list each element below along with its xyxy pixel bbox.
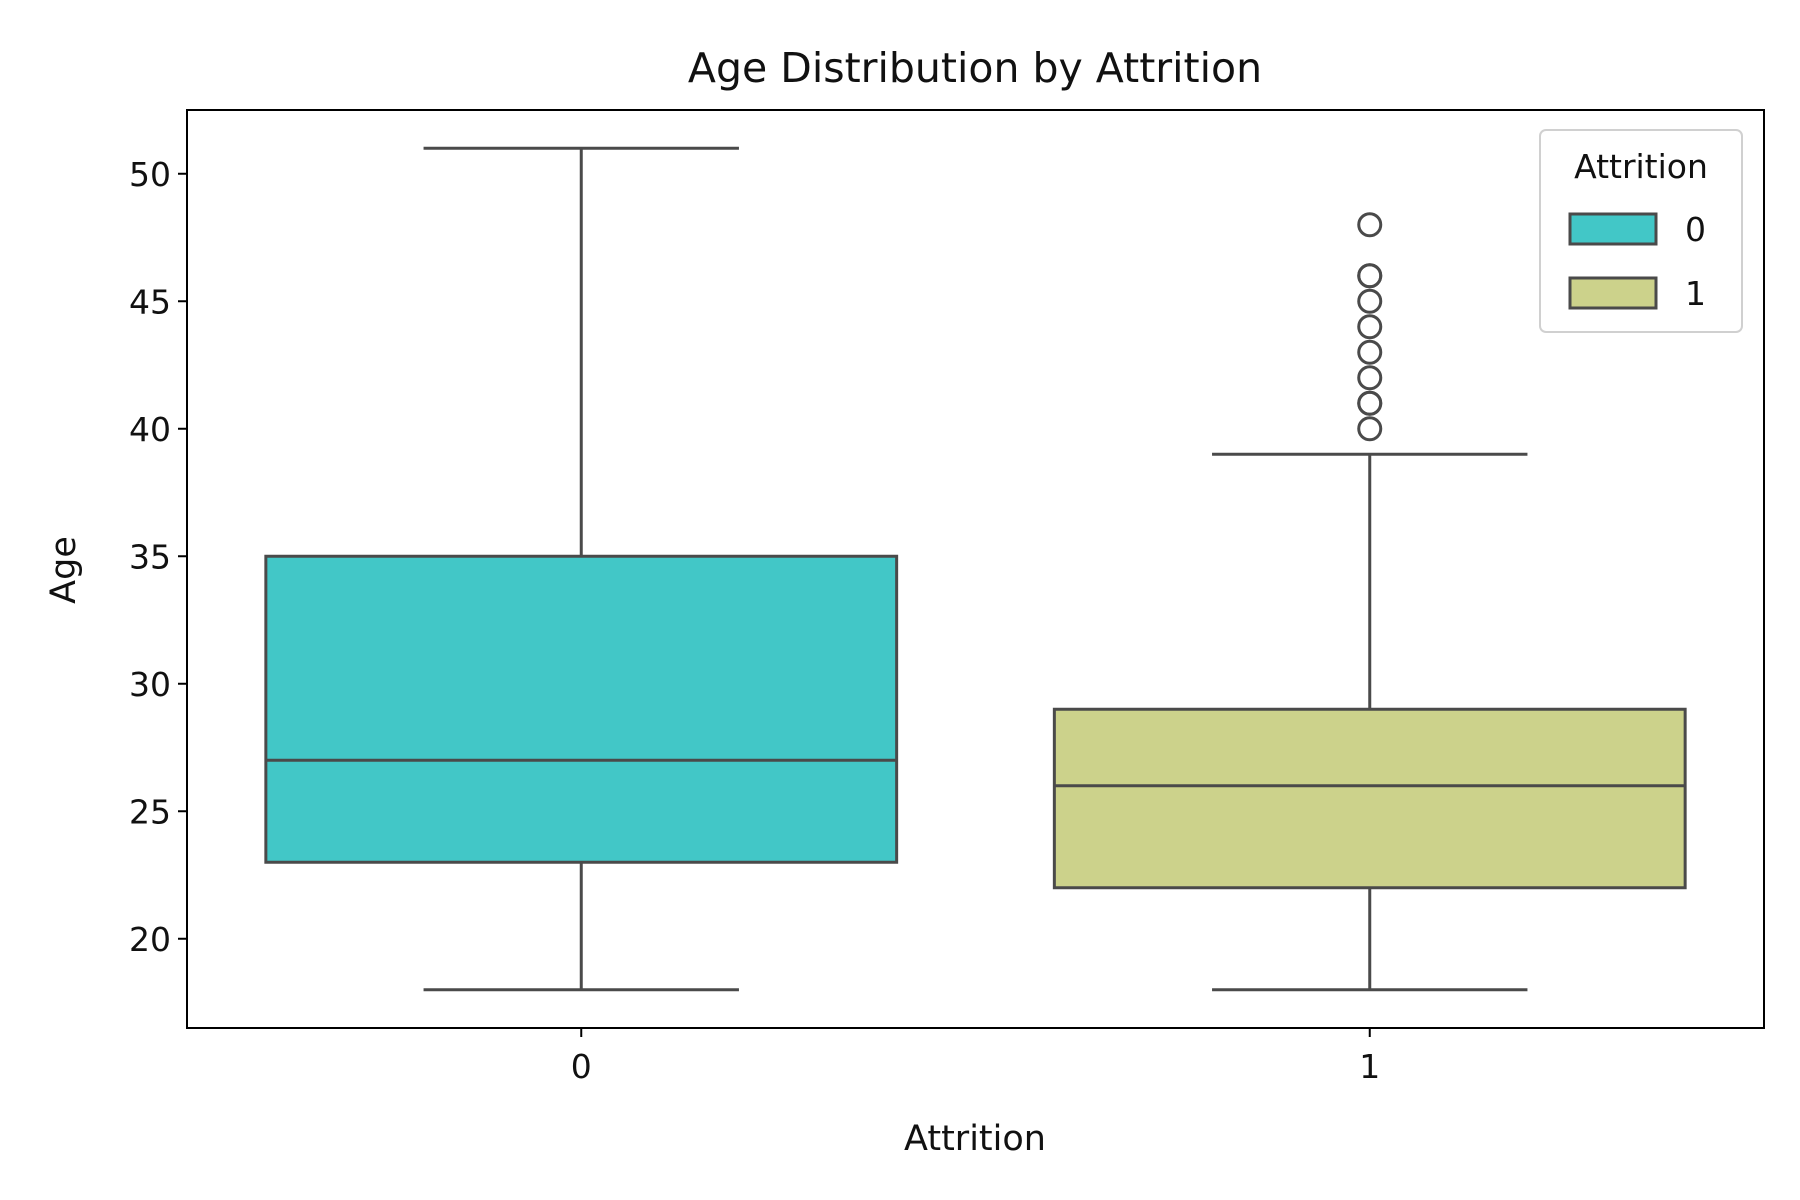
y-tick-label: 20	[129, 920, 171, 959]
outlier-point	[1357, 263, 1383, 289]
outlier-point	[1357, 212, 1383, 238]
iqr-box	[1052, 707, 1687, 890]
iqr-box	[264, 554, 899, 864]
box-group-1	[1052, 212, 1687, 992]
x-axis-label: Attrition	[904, 1119, 1046, 1159]
outlier-point	[1357, 314, 1383, 340]
y-tick-label: 50	[129, 155, 171, 194]
y-axis-label: Age	[44, 536, 84, 604]
outlier-point	[1357, 288, 1383, 314]
y-tick-label: 35	[129, 537, 171, 576]
y-tick-label: 30	[129, 665, 171, 704]
outlier-point	[1357, 390, 1383, 416]
chart-title: Age Distribution by Attrition	[688, 44, 1262, 92]
y-tick-label: 45	[129, 282, 171, 321]
outlier-point	[1357, 339, 1383, 365]
legend-label-1: 1	[1685, 274, 1706, 313]
plot-area: 20 25 30 35 40 45 50 0 1	[129, 109, 1765, 1086]
legend-swatch-0	[1568, 212, 1658, 246]
legend: Attrition 0 1	[1539, 129, 1743, 333]
box-group-0	[264, 146, 899, 992]
x-tick-label: 0	[571, 1047, 592, 1086]
x-tick-label: 1	[1359, 1047, 1380, 1086]
plot-frame	[186, 109, 1765, 1029]
legend-title: Attrition	[1574, 147, 1708, 186]
outlier-point	[1357, 416, 1383, 442]
y-tick-label: 25	[129, 792, 171, 831]
legend-swatch-1	[1568, 276, 1658, 310]
outlier-point	[1357, 365, 1383, 391]
y-tick-label: 40	[129, 410, 171, 449]
legend-label-0: 0	[1685, 210, 1706, 249]
